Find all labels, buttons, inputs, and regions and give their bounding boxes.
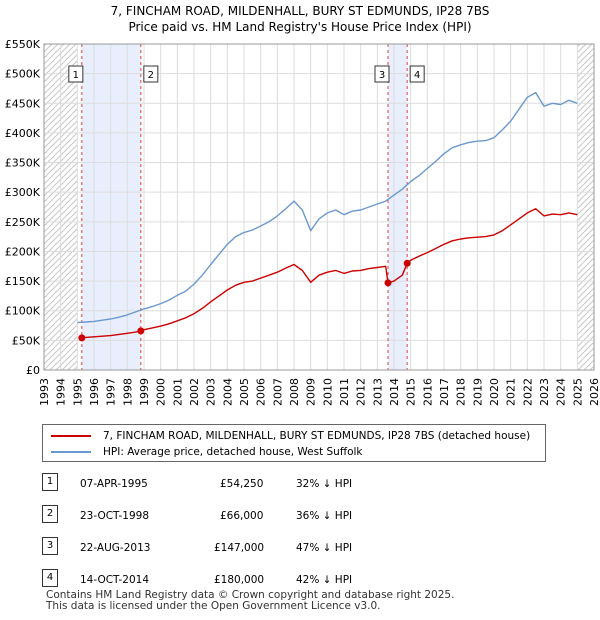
legend-label-hpi: HPI: Average price, detached house, West… [103, 446, 363, 458]
x-tick-label: 2017 [438, 378, 451, 406]
sale-point [137, 327, 145, 335]
y-tick-label: £300K [5, 186, 41, 199]
sale-price: £147,000 [214, 542, 265, 554]
sale-number: 4 [42, 569, 58, 587]
sale-date: 14-OCT-2014 [80, 574, 149, 586]
chart-title-line-2: Price paid vs. HM Land Registry's House … [128, 20, 472, 34]
sale-hpi-diff: 47% ↓ HPI [296, 542, 353, 554]
x-tick-label: 2020 [488, 378, 501, 406]
footer-licence: This data is licensed under the Open Gov… [46, 600, 381, 612]
legend: 7, FINCHAM ROAD, MILDENHALL, BURY ST EDM… [42, 424, 546, 462]
sale-label-text: 4 [414, 70, 420, 81]
x-tick-label: 2010 [321, 378, 334, 406]
x-tick-label: 1993 [38, 378, 51, 406]
sale-price: £180,000 [214, 574, 265, 586]
sale-label-text: 2 [148, 70, 154, 81]
x-tick-label: 2000 [155, 378, 168, 406]
x-tick-label: 2002 [188, 378, 201, 406]
sale-number: 2 [42, 505, 58, 523]
property-series-line [81, 208, 578, 339]
x-tick-label: 2022 [521, 378, 534, 406]
sale-label-box [143, 65, 159, 83]
x-tick-label: 2004 [221, 378, 234, 406]
sale-point [78, 334, 86, 342]
hpi-series-line [77, 91, 578, 324]
x-tick-label: 2012 [355, 378, 368, 406]
x-tick-label: 1999 [138, 378, 151, 406]
sale-number: 3 [42, 537, 58, 555]
x-tick-label: 1996 [88, 378, 101, 406]
sale-point [384, 279, 392, 287]
sale-row: 4 14-OCT-2014 £180,000 42% ↓ HPI [42, 566, 562, 598]
x-tick-label: 2026 [588, 378, 600, 406]
sale-date: 22-AUG-2013 [80, 542, 151, 554]
x-tick-label: 2008 [288, 378, 301, 406]
legend-swatch-property [51, 435, 91, 437]
sale-date: 07-APR-1995 [80, 478, 148, 490]
y-tick-label: £100K [5, 305, 41, 318]
shaded-region [81, 44, 141, 370]
footer-copyright: Contains HM Land Registry data © Crown c… [46, 589, 455, 601]
sale-label-box [409, 65, 425, 83]
legend-item-property: 7, FINCHAM ROAD, MILDENHALL, BURY ST EDM… [51, 430, 530, 442]
sale-label-box [374, 65, 390, 83]
legend-item-hpi: HPI: Average price, detached house, West… [51, 446, 363, 458]
chart: 1 2 3 4 £0 £50K £100K £150K £200K £250K £300K £350K… [5, 38, 600, 406]
x-tick-label: 2016 [421, 378, 434, 406]
shaded-region [388, 44, 408, 370]
x-tick-label: 2001 [171, 378, 184, 406]
y-tick-label: £250K [5, 216, 41, 229]
legend-swatch-hpi [51, 451, 91, 453]
y-tick-label: £150K [5, 275, 41, 288]
y-tick-label: £450K [5, 97, 41, 110]
x-tick-label: 1995 [71, 378, 84, 406]
legend-label-property: 7, FINCHAM ROAD, MILDENHALL, BURY ST EDM… [103, 430, 531, 442]
x-tick-label: 2013 [371, 378, 384, 406]
y-tick-label: £500K [5, 68, 41, 81]
sale-row: 3 22-AUG-2013 £147,000 47% ↓ HPI [42, 534, 562, 566]
sale-number: 1 [42, 473, 58, 491]
sale-date: 23-OCT-1998 [80, 510, 149, 522]
x-tick-label: 2021 [505, 378, 518, 406]
sale-hpi-diff: 36% ↓ HPI [296, 510, 353, 522]
x-tick-label: 1998 [121, 378, 134, 406]
x-tick-label: 2018 [455, 378, 468, 406]
y-tick-label: £350K [5, 157, 41, 170]
sale-row: 1 07-APR-1995 £54,250 32% ↓ HPI [42, 470, 562, 502]
y-tick-label: £0 [26, 364, 40, 377]
plot-frame [43, 43, 595, 371]
x-tick-label: 2003 [205, 378, 218, 406]
y-tick-label: £50K [12, 334, 41, 347]
x-tick-label: 1994 [55, 378, 68, 406]
sale-label-text: 1 [73, 70, 79, 81]
x-tick-label: 2005 [238, 378, 251, 406]
x-tick-label: 2019 [471, 378, 484, 406]
sale-price: £54,250 [220, 478, 264, 490]
x-tick-label: 2009 [305, 378, 318, 406]
sale-price: £66,000 [220, 510, 264, 522]
x-tick-label: 2015 [405, 378, 418, 406]
sale-hpi-diff: 32% ↓ HPI [296, 478, 353, 490]
sale-label-text: 3 [379, 70, 385, 81]
y-tick-label: £200K [5, 245, 41, 258]
x-tick-label: 2014 [388, 378, 401, 406]
sales-table: 1 07-APR-1995 £54,250 32% ↓ HPI 2 23-OCT… [42, 470, 562, 598]
x-tick-label: 2025 [571, 378, 584, 406]
y-tick-label: £550K [5, 38, 41, 51]
x-tick-label: 2023 [538, 378, 551, 406]
x-tick-label: 1997 [105, 378, 118, 406]
footer: Contains HM Land Registry data © Crown c… [46, 590, 454, 612]
y-tick-label: £400K [5, 127, 41, 140]
hatched-region [577, 44, 594, 370]
sale-hpi-diff: 42% ↓ HPI [296, 574, 353, 586]
chart-title-line-1: 7, FINCHAM ROAD, MILDENHALL, BURY ST EDM… [110, 4, 490, 18]
sale-point [403, 259, 411, 267]
x-tick-label: 2011 [338, 378, 351, 406]
x-tick-label: 2024 [555, 378, 568, 406]
sale-row: 2 23-OCT-1998 £66,000 36% ↓ HPI [42, 502, 562, 534]
x-tick-label: 2006 [255, 378, 268, 406]
sale-label-box [68, 65, 84, 83]
x-tick-label: 2007 [271, 378, 284, 406]
